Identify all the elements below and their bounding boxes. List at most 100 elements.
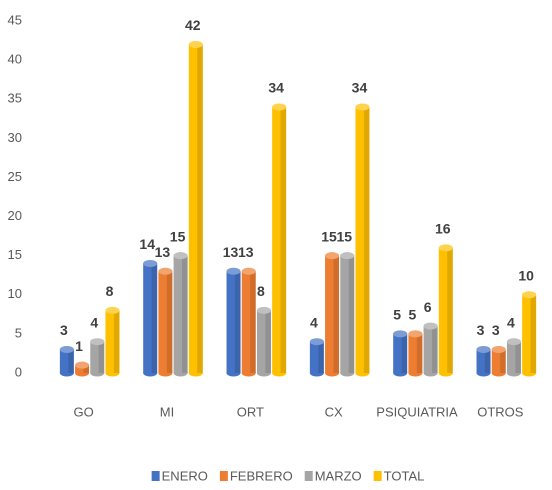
- bar: [325, 252, 340, 377]
- bar-top-highlight: [90, 338, 105, 346]
- bar-top: [226, 267, 241, 275]
- bar: [158, 267, 173, 377]
- y-tick-label: 0: [15, 364, 22, 379]
- bar-body: [158, 271, 173, 373]
- bar-shade: [68, 349, 74, 373]
- x-tick-label: GO: [74, 404, 94, 419]
- bar-shade: [432, 326, 438, 373]
- bar: [75, 361, 90, 377]
- y-tick-label: 25: [8, 169, 22, 184]
- data-label: 15: [170, 228, 186, 244]
- bar: [522, 291, 537, 377]
- data-label: 3: [60, 322, 68, 338]
- bar-shade: [83, 365, 90, 373]
- bar-top: [188, 40, 203, 48]
- bar: [173, 252, 188, 377]
- y-tick-label: 30: [8, 130, 22, 145]
- bar-top-highlight: [173, 252, 188, 260]
- bar-body: [143, 263, 158, 373]
- bar: [143, 259, 158, 377]
- bar-top-highlight: [506, 338, 521, 346]
- bar-top-highlight: [522, 291, 537, 299]
- bar-top: [75, 361, 90, 369]
- bar-body: [438, 247, 453, 373]
- bar-body: [491, 349, 506, 373]
- bar-top: [438, 244, 453, 252]
- bar: [188, 40, 203, 377]
- legend-swatch: [151, 471, 160, 481]
- bar-body: [188, 44, 203, 373]
- bar: [256, 306, 271, 377]
- bar-top: [393, 330, 408, 338]
- bar: [309, 338, 324, 377]
- y-tick-label: 5: [15, 325, 22, 340]
- bar-top-highlight: [325, 252, 340, 260]
- bar-top: [355, 103, 370, 111]
- bar-body: [340, 255, 355, 373]
- bar: [90, 338, 105, 377]
- bar-shade: [447, 247, 453, 373]
- bar-body: [393, 333, 408, 373]
- bar-top-highlight: [309, 338, 324, 346]
- bar-top: [408, 330, 423, 338]
- data-label: 16: [435, 221, 451, 237]
- x-tick-label: OTROS: [477, 404, 524, 419]
- bar-shade: [250, 271, 256, 373]
- bar: [241, 267, 256, 377]
- bar-shade: [197, 44, 203, 373]
- bar-shade: [484, 349, 491, 373]
- bar: [355, 103, 370, 377]
- bar-body: [90, 341, 105, 373]
- bar-top: [158, 267, 173, 275]
- data-label: 4: [310, 314, 318, 330]
- bar-shade: [515, 341, 521, 373]
- bar-top-highlight: [188, 40, 203, 48]
- bar-shade: [234, 271, 241, 373]
- data-label: 1: [75, 338, 83, 354]
- bar-top: [476, 346, 491, 354]
- x-tick-label: MI: [160, 404, 174, 419]
- bar-shade: [280, 107, 287, 374]
- legend-label: TOTAL: [384, 468, 425, 483]
- bar-top-highlight: [226, 267, 241, 275]
- bar-shade: [401, 333, 408, 373]
- bar-top-highlight: [491, 346, 506, 354]
- bar-top: [522, 291, 537, 299]
- data-label: 5: [393, 307, 401, 323]
- bar-shade: [363, 107, 370, 374]
- bar-top: [105, 306, 120, 314]
- bar-body: [173, 255, 188, 373]
- y-tick-label: 45: [8, 12, 22, 27]
- bar-body: [256, 310, 271, 373]
- bar: [105, 306, 120, 377]
- legend-label: MARZO: [315, 468, 362, 483]
- bar-top-highlight: [423, 322, 438, 330]
- data-label: 5: [409, 307, 417, 323]
- bar-top: [272, 103, 287, 111]
- bar-shade: [166, 271, 173, 373]
- bar-body: [75, 365, 90, 373]
- bar: [438, 244, 453, 377]
- bar-shade: [348, 255, 355, 373]
- bar-top-highlight: [355, 103, 370, 111]
- data-label: 4: [507, 314, 515, 330]
- data-label: 13: [223, 244, 239, 260]
- bar: [272, 103, 287, 377]
- data-label: 13: [238, 244, 254, 260]
- bar-body: [325, 255, 340, 373]
- bar-top-highlight: [438, 244, 453, 252]
- bar-body: [241, 271, 256, 373]
- data-label: 15: [336, 228, 352, 244]
- bar-shade: [500, 349, 506, 373]
- bar-top-highlight: [340, 252, 355, 260]
- data-label: 34: [268, 80, 284, 96]
- bar-body: [355, 107, 370, 374]
- bar-top-highlight: [476, 346, 491, 354]
- bar: [476, 346, 491, 377]
- legend-swatch: [304, 471, 313, 481]
- bar-top: [325, 252, 340, 260]
- bar-body: [105, 310, 120, 373]
- bar-shade: [98, 341, 105, 373]
- bar-body: [59, 349, 74, 373]
